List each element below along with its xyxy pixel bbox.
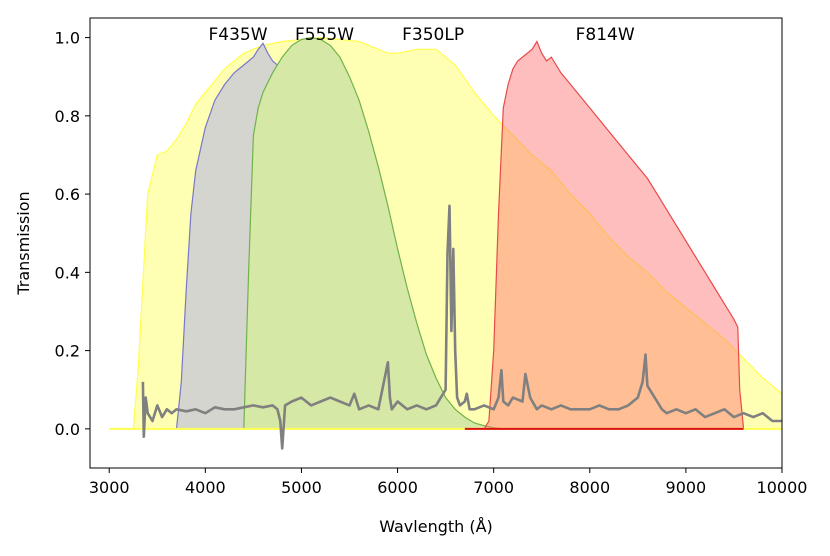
y-tick-label: 0.0 (55, 420, 80, 439)
x-tick-label: 3000 (89, 478, 130, 497)
band-label-f814w: F814W (576, 25, 635, 45)
y-tick-label: 0.4 (55, 263, 80, 282)
x-tick-label: 5000 (281, 478, 322, 497)
band-label-f555w: F555W (295, 25, 354, 45)
x-tick-label: 9000 (666, 478, 707, 497)
spectrum-line (141, 204, 782, 450)
plot-frame (89, 17, 783, 469)
series-line-f350lp (109, 36, 782, 430)
band-label-f350lp: F350LP (402, 25, 464, 45)
x-tick-label: 10000 (757, 478, 808, 497)
y-axis-ticks: 0.0 0.2 0.4 0.6 0.8 1.0 (55, 29, 90, 439)
y-axis-title: Transmission (14, 191, 33, 295)
series-line-f814w (464, 40, 745, 430)
y-tick-label: 0.6 (55, 185, 80, 204)
x-axis-ticks: 3000 4000 5000 6000 7000 8000 9000 10000 (89, 468, 808, 497)
series-area-f555w (243, 37, 504, 429)
spectrum-layer (141, 204, 782, 450)
y-tick-label: 0.8 (55, 107, 80, 126)
x-tick-label: 8000 (569, 478, 610, 497)
band-label-f435w: F435W (208, 25, 267, 45)
x-tick-label: 6000 (377, 478, 418, 497)
x-axis-title: Wavlength (Å) (379, 517, 493, 536)
series-line-f555w (243, 36, 504, 430)
series-layer (109, 36, 782, 430)
x-tick-label: 4000 (185, 478, 226, 497)
band-labels: F350LP F435W F555W F814W (208, 25, 634, 45)
series-area-f814w (464, 41, 744, 429)
y-tick-label: 1.0 (55, 29, 80, 48)
y-tick-label: 0.2 (55, 342, 80, 361)
x-tick-label: 7000 (473, 478, 514, 497)
